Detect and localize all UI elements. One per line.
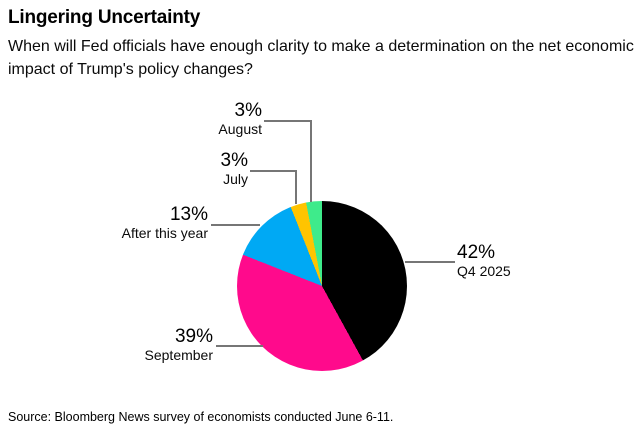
pie-label-july: 3% July [98,150,248,187]
leader-line-july-horizontal [250,170,297,172]
leader-line-july-vertical [295,170,297,204]
pie-label-q4-2025: 42% Q4 2025 [457,242,607,279]
pie-label-pct: 39% [174,326,213,347]
pie-label-after-this-year: 13% After this year [58,204,208,241]
pie-label-pct: 3% [234,100,262,121]
pie-chart [237,201,407,371]
leader-line-august-horizontal [264,120,312,122]
pie-label-category: August [218,121,262,137]
leader-line-august-vertical [310,120,312,202]
pie-label-category: Q4 2025 [457,263,511,279]
leader-line-september-horizontal [216,345,263,347]
leader-line-after-this-year-horizontal [211,224,260,226]
pie-label-pct: 3% [220,150,248,171]
leader-line-q4-2025-horizontal [405,261,455,263]
pie-label-category: After this year [121,225,208,241]
pie-label-pct: 13% [169,204,208,225]
pie-label-category: September [144,347,213,363]
pie-label-pct: 42% [457,242,496,263]
source-note: Source: Bloomberg News survey of economi… [8,410,394,424]
chart-title: Lingering Uncertainty [8,7,201,28]
pie-label-september: 39% September [63,326,213,363]
chart-subtitle: When will Fed officials have enough clar… [8,38,634,78]
pie-label-august: 3% August [112,100,262,137]
pie-label-category: July [223,171,248,187]
